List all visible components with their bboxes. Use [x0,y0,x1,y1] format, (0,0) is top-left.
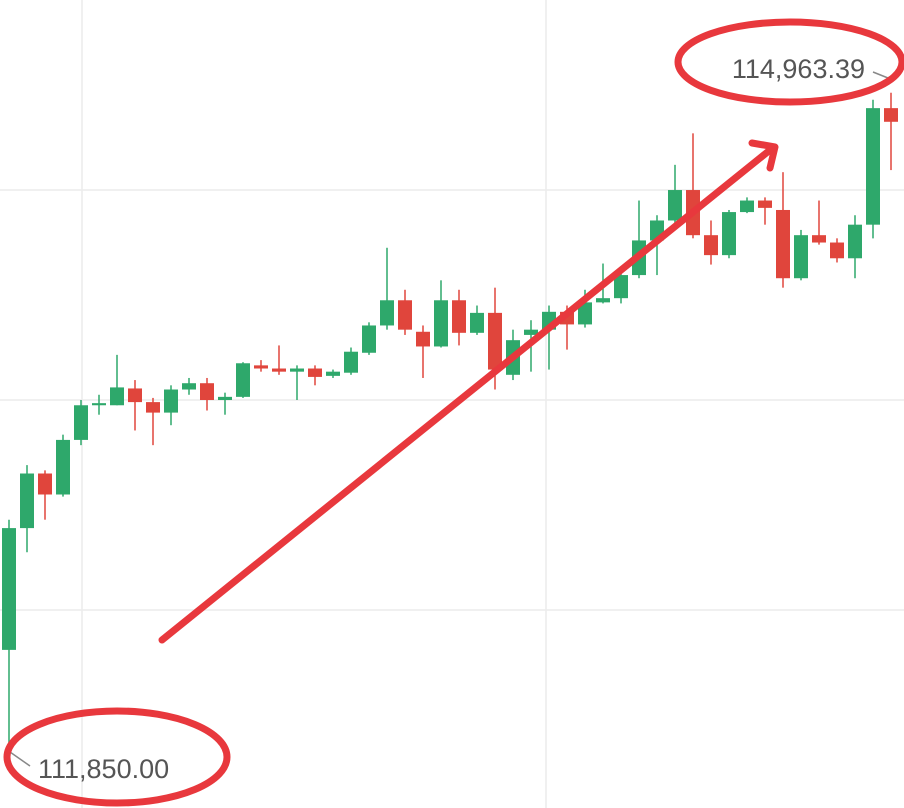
candle-body [362,325,376,353]
grid [0,189,904,611]
candle-body [470,312,484,333]
candle-body [146,402,160,413]
arrow-shaft [158,146,774,644]
candle-body [488,312,502,370]
highlight-ellipse [674,18,904,106]
candle-body [20,473,34,529]
candle-body [218,396,232,401]
candle-body [758,200,772,208]
candle-body [164,389,178,413]
candle-body [254,365,268,369]
candle-body [434,300,448,347]
candle-body [704,235,718,256]
candle-body [614,275,628,299]
candle-body [308,368,322,377]
candle-body [110,387,124,406]
max-label: 114,963.39 [732,54,865,84]
min-label: 111,850.00 [38,754,169,784]
candle-body [416,331,430,347]
candle-body [452,300,466,333]
candle-body [344,351,358,373]
candle-body [74,405,88,440]
candle-body [380,300,394,326]
leader-line [9,751,31,767]
candle-body [128,388,142,403]
candle-body [884,108,898,122]
candle-body [398,300,412,330]
candle-body [200,383,214,401]
candle-body [722,212,736,256]
candle-body [92,403,106,406]
candle-body [776,209,790,279]
candle-body [56,439,70,495]
candle-body [2,528,16,650]
leader-line [872,71,889,79]
candle-body [524,329,538,335]
candle-body [830,242,844,259]
candle-body [236,363,250,397]
candle-body [272,368,286,372]
highlight-ellipse [3,707,231,807]
arrow-head [748,139,779,172]
candle-body [290,368,304,372]
candle-body [326,371,340,376]
candles [2,92,898,747]
candle-body [668,190,682,221]
candle-body [812,235,826,243]
candle-body [794,235,808,279]
candle-body [38,473,52,495]
candle-body [596,298,610,303]
candle-body [866,108,880,225]
candle-body [848,224,862,259]
candle-body [740,200,754,213]
candle-body [578,302,592,325]
candle-body [182,383,196,390]
